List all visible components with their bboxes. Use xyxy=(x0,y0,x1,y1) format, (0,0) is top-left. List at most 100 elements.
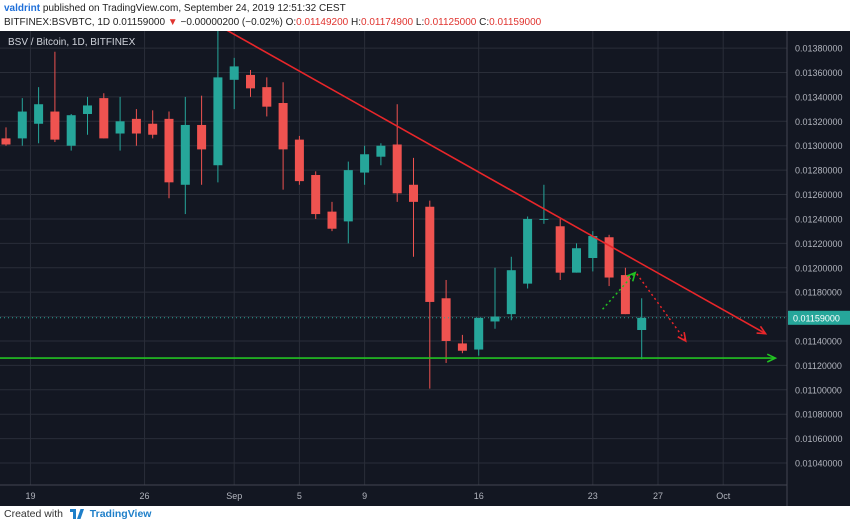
y-tick-label: 0.01240000 xyxy=(795,214,843,224)
candle-body xyxy=(441,298,451,341)
y-tick-label: 0.01320000 xyxy=(795,117,843,127)
created-with-text: Created with xyxy=(4,508,63,520)
candle-down xyxy=(327,201,337,232)
candle-up xyxy=(506,256,516,321)
candle-down xyxy=(457,334,467,354)
symbol-info: BITFINEX:BSVBTC, 1D 0.01159000 ▼ −0.0000… xyxy=(4,16,541,30)
y-tick-label: 0.01220000 xyxy=(795,239,843,249)
x-tick-label: 19 xyxy=(25,491,35,501)
candle-up xyxy=(115,96,125,151)
candle-down xyxy=(50,51,60,143)
candle-body xyxy=(588,236,598,258)
price-chart[interactable]: BSV / Bitcoin, 1D, BITFINEX 0.013800000.… xyxy=(0,31,850,506)
candle-body xyxy=(457,343,467,351)
candle-body xyxy=(17,111,27,139)
candle-up xyxy=(360,145,370,185)
high-value: 0.01174900 xyxy=(361,17,414,28)
low-value: 0.01125000 xyxy=(424,17,477,28)
arrowhead-icon xyxy=(677,331,687,343)
candle-body xyxy=(66,115,76,146)
candle-up xyxy=(490,267,500,329)
y-tick-label: 0.01200000 xyxy=(795,263,843,273)
candle-down xyxy=(164,111,174,199)
candle-body xyxy=(246,74,255,89)
price-tag-text: 0.01159000 xyxy=(793,313,840,323)
arrowhead-icon xyxy=(766,353,778,363)
y-tick-label: 0.01180000 xyxy=(795,288,842,298)
candle-body xyxy=(555,226,565,273)
candle-body xyxy=(572,248,581,273)
open-label: O: xyxy=(285,17,297,28)
price-change: −0.00000200 (−0.02%) xyxy=(180,17,283,28)
candle-up xyxy=(66,113,76,151)
candle-down xyxy=(555,218,565,280)
candle-body xyxy=(1,138,11,145)
candle-down xyxy=(197,95,207,185)
x-tick-label: 16 xyxy=(474,491,484,501)
x-tick-label: Oct xyxy=(716,491,731,501)
published-text: published on TradingView.com, September … xyxy=(42,3,346,14)
candle-down xyxy=(262,77,272,117)
candle-body xyxy=(197,124,207,150)
price-axis[interactable] xyxy=(787,31,850,506)
price-tag-bg xyxy=(788,310,850,325)
candle-body xyxy=(278,103,288,150)
y-tick-label: 0.01120000 xyxy=(795,361,842,371)
x-tick-label: 9 xyxy=(362,491,367,501)
low-label: L: xyxy=(415,17,425,28)
arrowhead-icon xyxy=(756,325,768,335)
x-tick-label: 23 xyxy=(588,491,598,501)
candle-down xyxy=(148,110,158,139)
candle-up xyxy=(180,96,190,215)
open-value: 0.01149200 xyxy=(296,17,349,28)
candle-body xyxy=(311,175,321,215)
candle-up xyxy=(17,98,27,146)
x-tick-label: Sep xyxy=(226,491,242,501)
candle-up xyxy=(343,161,353,244)
candle-body xyxy=(115,121,125,134)
candle-down xyxy=(131,109,141,146)
tradingview-brand[interactable]: TradingView xyxy=(89,508,152,520)
candle-up xyxy=(376,143,386,166)
candle-up xyxy=(539,184,549,224)
candles xyxy=(1,31,647,389)
candle-body xyxy=(164,118,174,183)
x-tick-label: 27 xyxy=(653,491,663,501)
candle-up xyxy=(34,87,44,144)
y-tick-label: 0.01140000 xyxy=(795,336,842,346)
candle-up xyxy=(637,298,647,360)
candle-body xyxy=(474,317,484,350)
candle-up xyxy=(474,317,484,356)
candle-body xyxy=(523,218,533,284)
candle-down xyxy=(294,135,304,185)
candle-down xyxy=(278,82,288,190)
candle-up xyxy=(229,57,239,110)
high-label: H: xyxy=(351,17,362,28)
candle-down xyxy=(246,70,255,97)
candle-down xyxy=(425,200,435,389)
candle-body xyxy=(604,237,614,278)
candle-up xyxy=(83,96,92,135)
symbol-label: BITFINEX:BSVBTC, 1D xyxy=(4,17,111,28)
candle-body xyxy=(637,317,647,331)
support-line xyxy=(0,353,778,363)
publish-info: valdrint published on TradingView.com, S… xyxy=(4,2,346,16)
x-axis-labels: 19 26 Sep 5 9 16 23 27 Oct xyxy=(25,491,730,501)
candle-body xyxy=(392,144,402,194)
last-price: 0.01159000 xyxy=(112,17,166,28)
chart-title: BSV / Bitcoin, 1D, BITFINEX xyxy=(8,37,136,48)
resistance-line xyxy=(226,31,768,335)
arrowhead-icon xyxy=(626,271,637,282)
down-arrow-icon: ▼ xyxy=(167,17,178,28)
candle-body xyxy=(343,170,353,222)
candle-body xyxy=(229,66,239,80)
chart-background xyxy=(0,31,850,506)
candle-body xyxy=(376,145,386,157)
candle-body xyxy=(360,154,370,173)
candle-body xyxy=(148,123,158,135)
y-tick-label: 0.01060000 xyxy=(795,434,843,444)
author-name[interactable]: valdrint xyxy=(4,3,41,14)
candle-up xyxy=(572,243,581,273)
time-axis[interactable] xyxy=(0,485,787,506)
candle-down xyxy=(409,157,418,257)
